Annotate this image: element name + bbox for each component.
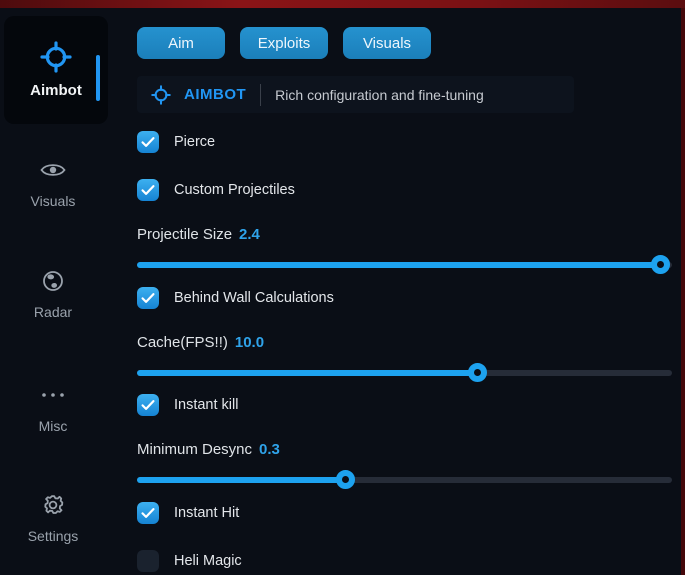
sidebar-item-misc[interactable]: Misc (0, 380, 106, 434)
section-subtitle: Rich configuration and fine-tuning (275, 86, 484, 103)
sidebar-item-aimbot[interactable]: Aimbot (4, 16, 108, 124)
instant-hit-checkbox[interactable] (137, 502, 159, 524)
pierce-row: Pierce (137, 130, 672, 154)
sidebar-item-label: Visuals (30, 193, 76, 209)
projectile-size-slider-label-row: Projectile Size 2.4 (137, 226, 672, 244)
heli-magic-label: Heli Magic (174, 553, 242, 569)
sidebar-item-label: Aimbot (30, 82, 82, 99)
check-icon (141, 184, 155, 196)
game-background-top-strip (0, 0, 685, 8)
ellipsis-icon (38, 380, 68, 410)
tab-bar: Aim Exploits Visuals (137, 27, 672, 59)
minimum-desync-slider-track[interactable] (137, 470, 672, 489)
minimum-desync-slider-label-row: Minimum Desync 0.3 (137, 441, 672, 459)
custom-projectiles-checkbox[interactable] (137, 179, 159, 201)
section-header: AIMBOT Rich configuration and fine-tunin… (137, 76, 574, 113)
heli-magic-checkbox[interactable] (137, 550, 159, 572)
crosshair-icon (151, 84, 171, 105)
sidebar-item-visuals[interactable]: Visuals (0, 155, 106, 209)
instant-kill-checkbox[interactable] (137, 394, 159, 416)
projectile-size-label: Projectile Size (137, 226, 233, 243)
gear-icon (38, 490, 68, 520)
game-background-right-strip (681, 8, 685, 575)
globe-icon (38, 266, 68, 296)
cache-fps-slider-label-row: Cache(FPS!!) 10.0 (137, 334, 672, 352)
minimum-desync-label: Minimum Desync (137, 441, 253, 458)
cache-fps-slider: Cache(FPS!!) 10.0 (137, 334, 672, 382)
sidebar-item-radar[interactable]: Radar (0, 266, 106, 320)
heli-magic-row: Heli Magic (137, 549, 672, 573)
header-divider (260, 83, 262, 106)
behind-wall-calculations-label: Behind Wall Calculations (174, 290, 334, 306)
content-panel: Aim Exploits Visuals AIMBOT Rich configura… (137, 8, 672, 575)
minimum-desync-value: 0.3 (259, 441, 280, 458)
tab-visuals[interactable]: Visuals (343, 27, 431, 59)
tab-exploits[interactable]: Exploits (240, 27, 328, 59)
projectile-size-value: 2.4 (239, 226, 260, 243)
slider-track-fill (137, 262, 661, 268)
slider-track-rail (137, 477, 672, 483)
sidebar-item-label: Misc (38, 418, 68, 434)
cache-fps-label: Cache(FPS!!) (137, 334, 228, 351)
instant-hit-label: Instant Hit (174, 505, 240, 521)
active-tab-indicator (96, 55, 100, 101)
check-icon (141, 507, 155, 519)
tab-aim[interactable]: Aim (137, 27, 225, 59)
minimum-desync-slider-thumb[interactable] (335, 470, 355, 489)
section-title: AIMBOT (184, 86, 247, 103)
eye-icon (38, 155, 68, 185)
sidebar: Aimbot Visuals Radar Misc Settings (0, 8, 112, 575)
custom-projectiles-label: Custom Projectiles (174, 182, 295, 198)
minimum-desync-slider: Minimum Desync 0.3 (137, 441, 672, 489)
behind-wall-calculations-row: Behind Wall Calculations (137, 286, 672, 310)
instant-hit-row: Instant Hit (137, 501, 672, 525)
controls-list: Pierce Custom Projectiles Projectile Size 2… (137, 113, 672, 575)
cache-fps-slider-track[interactable] (137, 363, 672, 382)
projectile-size-slider-track[interactable] (137, 255, 672, 274)
slider-track-fill (137, 370, 478, 376)
instant-kill-label: Instant kill (174, 397, 239, 413)
crosshair-icon (40, 41, 72, 73)
pierce-label: Pierce (174, 134, 216, 150)
check-icon (141, 292, 155, 304)
sidebar-item-label: Radar (33, 304, 73, 320)
behind-wall-calculations-checkbox[interactable] (137, 287, 159, 309)
check-icon (141, 136, 155, 148)
sidebar-item-label: Settings (27, 528, 79, 544)
projectile-size-slider-thumb[interactable] (650, 255, 670, 274)
pierce-checkbox[interactable] (137, 131, 159, 153)
check-icon (141, 399, 155, 411)
custom-projectiles-row: Custom Projectiles (137, 178, 672, 202)
cache-fps-slider-thumb[interactable] (467, 363, 487, 382)
slider-track-fill (137, 477, 346, 483)
sidebar-item-settings[interactable]: Settings (0, 490, 106, 544)
projectile-size-slider: Projectile Size 2.4 (137, 226, 672, 274)
instant-kill-row: Instant kill (137, 393, 672, 417)
cache-fps-value: 10.0 (234, 334, 265, 351)
